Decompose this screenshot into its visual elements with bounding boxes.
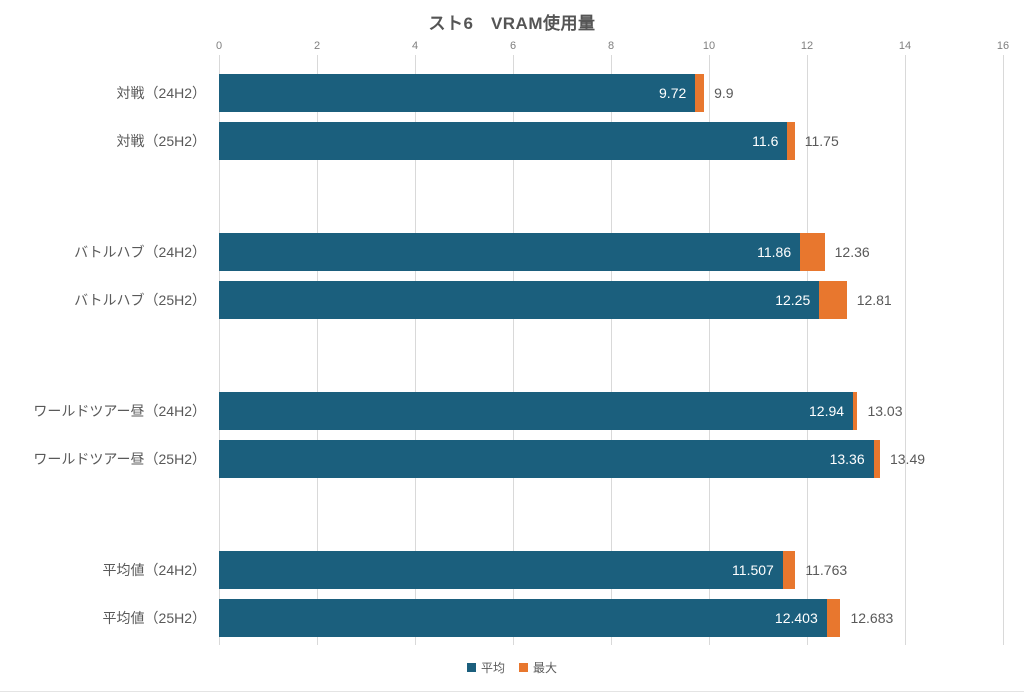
max-bar-segment: [782, 551, 796, 589]
gridline: [513, 55, 514, 645]
avg-value-label: 9.72: [659, 85, 687, 101]
avg-value-label: 11.6: [752, 132, 779, 149]
legend-label: 最大: [533, 661, 558, 675]
max-value-label: 12.683: [850, 609, 894, 626]
legend: 平均 最大: [0, 659, 1024, 676]
gridline: [611, 55, 612, 645]
bar-row: 12.94 13.03: [219, 392, 903, 430]
bar-row: 9.72 9.9: [219, 74, 734, 112]
avg-bar-segment: 12.403: [219, 598, 827, 637]
legend-item: 平均: [466, 659, 505, 676]
avg-value-label: 11.86: [757, 244, 792, 260]
x-axis-tick: 10: [702, 40, 716, 52]
category-label: 平均値（25H2）: [102, 609, 206, 626]
category-label: バトルハブ（24H2）: [74, 244, 206, 260]
bar-row: 12.403 12.683: [219, 598, 894, 637]
gridline: [807, 55, 808, 645]
avg-bar-segment: 11.6: [219, 121, 788, 160]
max-value-label: 11.763: [805, 562, 848, 578]
avg-bar-segment: 9.72: [219, 74, 696, 112]
legend-swatch-icon: [466, 663, 476, 672]
category-label: ワールドツアー昼（24H2）: [33, 403, 206, 419]
avg-value-label: 11.507: [732, 562, 774, 578]
gridline: [415, 55, 416, 645]
max-value-label: 13.03: [867, 403, 903, 419]
max-bar-segment: [873, 439, 880, 478]
x-axis-tick: 16: [996, 40, 1010, 52]
max-value-label: 11.75: [804, 132, 839, 149]
avg-bar-segment: 11.507: [219, 551, 783, 589]
avg-value-label: 12.403: [774, 609, 818, 626]
gridline: [1003, 55, 1004, 645]
legend-item: 最大: [519, 659, 557, 676]
avg-bar-segment: 11.86: [219, 233, 801, 271]
bar-row: 11.86 12.36: [219, 233, 870, 271]
x-axis-tick: 4: [411, 40, 419, 52]
legend-label: 平均: [480, 661, 505, 675]
x-axis-tick: 0: [215, 40, 223, 52]
category-label: ワールドツアー昼（25H2）: [33, 450, 206, 467]
x-axis-tick: 8: [607, 40, 615, 52]
category-label: 対戦（25H2）: [116, 132, 206, 149]
max-value-label: 13.49: [889, 450, 926, 467]
gridline: [905, 55, 906, 645]
max-value-label: 12.36: [834, 244, 870, 260]
avg-bar-segment: 12.94: [219, 392, 854, 430]
x-axis-tick: 14: [898, 40, 912, 52]
bar-row: 12.25 12.81: [219, 280, 892, 319]
max-bar-segment: [819, 280, 847, 319]
gridline: [219, 55, 220, 645]
max-bar-segment: [800, 233, 825, 271]
x-axis-tick: 12: [800, 40, 814, 52]
plot-area: [219, 55, 1004, 645]
bar-row: 11.507 11.763: [219, 551, 847, 589]
gridline: [709, 55, 710, 645]
max-bar-segment: [826, 598, 841, 637]
max-bar-segment: [695, 74, 705, 112]
avg-value-label: 13.36: [829, 450, 865, 467]
category-label: 平均値（24H2）: [102, 562, 206, 578]
max-value-label: 12.81: [856, 291, 892, 308]
avg-bar-segment: 13.36: [219, 439, 874, 478]
gridline: [317, 55, 318, 645]
category-label: バトルハブ（25H2）: [74, 291, 206, 308]
avg-value-label: 12.25: [775, 291, 811, 308]
chart-title: スト6 VRAM使用量: [428, 14, 596, 33]
x-axis-tick: 6: [509, 40, 517, 52]
legend-swatch-icon: [519, 663, 528, 672]
avg-value-label: 12.94: [809, 403, 845, 419]
x-axis-tick: 2: [313, 40, 321, 52]
avg-bar-segment: 12.25: [219, 280, 820, 319]
category-label: 対戦（24H2）: [116, 85, 206, 101]
max-bar-segment: [853, 392, 858, 430]
bar-row: 13.36 13.49: [219, 439, 926, 478]
max-bar-segment: [787, 121, 795, 160]
bar-row: 11.6 11.75: [219, 121, 839, 160]
max-value-label: 9.9: [714, 85, 734, 101]
